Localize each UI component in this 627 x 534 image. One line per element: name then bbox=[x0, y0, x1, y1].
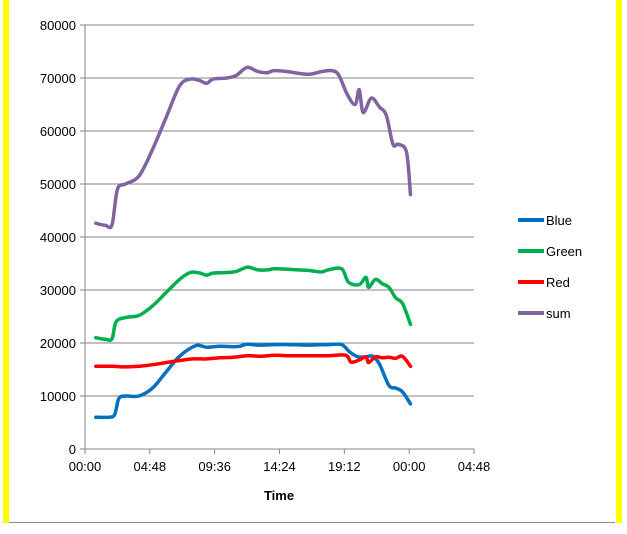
y-tick-label: 0 bbox=[69, 442, 76, 457]
x-tick-label: 04:48 bbox=[458, 459, 491, 474]
legend-label-sum: sum bbox=[546, 306, 571, 321]
x-tick-label: 04:48 bbox=[134, 459, 167, 474]
legend-label-red: Red bbox=[546, 275, 570, 290]
x-tick-label: 00:00 bbox=[69, 459, 102, 474]
y-tick-label: 70000 bbox=[40, 71, 76, 86]
y-tick-label: 10000 bbox=[40, 389, 76, 404]
x-tick-label: 14:24 bbox=[263, 459, 296, 474]
legend: Blue Green Red sum bbox=[518, 213, 582, 321]
legend-label-green: Green bbox=[546, 244, 582, 259]
series-lines bbox=[94, 65, 413, 420]
left-border-stripe bbox=[3, 0, 9, 523]
x-tick-label: 19:12 bbox=[328, 459, 361, 474]
gridlines bbox=[85, 24, 474, 397]
legend-label-blue: Blue bbox=[546, 213, 572, 228]
series-line-red bbox=[94, 353, 413, 369]
axes bbox=[80, 24, 475, 454]
y-tick-label: 80000 bbox=[40, 18, 76, 33]
x-tick-label: 00:00 bbox=[393, 459, 426, 474]
chart-area bbox=[9, 3, 615, 523]
x-tick-label: 09:36 bbox=[198, 459, 231, 474]
series-line-sum bbox=[94, 65, 413, 230]
x-axis-title: Time bbox=[264, 488, 294, 503]
series-line-green bbox=[94, 265, 413, 343]
y-tick-label: 40000 bbox=[40, 230, 76, 245]
y-tick-label: 20000 bbox=[40, 336, 76, 351]
right-border-stripe bbox=[616, 0, 622, 523]
x-tick-labels: 00:00 04:48 09:36 14:24 19:12 00:00 04:48 bbox=[69, 459, 491, 474]
y-tick-labels: 0 10000 20000 30000 40000 50000 60000 70000 8000… bbox=[40, 18, 76, 457]
y-tick-label: 30000 bbox=[40, 283, 76, 298]
y-tick-label: 60000 bbox=[40, 124, 76, 139]
y-tick-label: 50000 bbox=[40, 177, 76, 192]
